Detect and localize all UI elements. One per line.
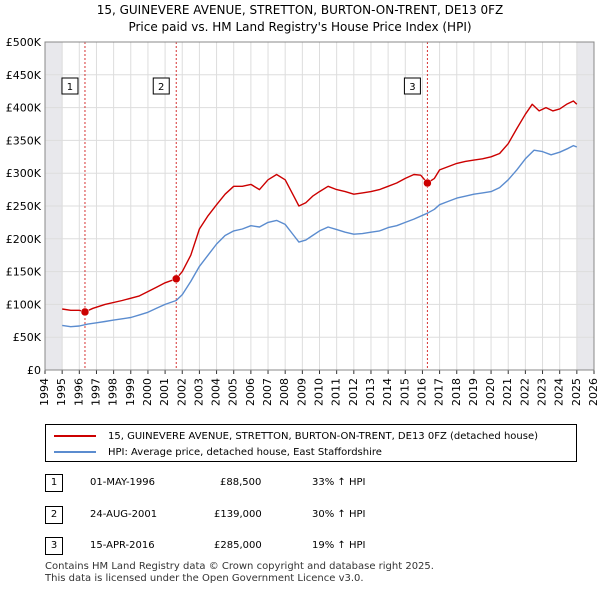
x-tick-label: 1997 [89,378,102,406]
legend-item-property: 15, GUINEVERE AVENUE, STRETTON, BURTON-O… [54,429,538,443]
y-tick-label: £100K [6,298,42,311]
y-tick-label: £50K [13,331,42,344]
x-tick-label: 2006 [244,378,257,406]
x-tick-label: 2001 [158,378,171,406]
x-tick-label: 2019 [467,378,480,406]
x-tick-label: 2010 [313,378,326,406]
x-tick-label: 1994 [38,378,51,406]
x-tick-label: 1998 [107,378,120,406]
x-tick-label: 2014 [381,378,394,406]
x-tick-label: 2024 [553,378,566,406]
y-tick-label: £250K [6,200,42,213]
sale-hpi-diff: 33% ↑ HPI [312,477,366,488]
sale-date: 01-MAY-1996 [90,477,156,488]
x-tick-label: 2002 [175,378,188,406]
sale-hpi-diff: 30% ↑ HPI [312,509,366,520]
x-tick-label: 2022 [518,378,531,406]
y-tick-label: £150K [6,266,42,279]
sale-price: £285,000 [214,540,262,551]
sale-label-box [152,77,170,95]
sale-number-badge: 3 [45,537,63,555]
x-tick-label: 2004 [210,378,223,406]
x-tick-label: 2007 [261,378,274,406]
plot-frame [44,41,595,371]
chart-title: 15, GUINEVERE AVENUE, STRETTON, BURTON-O… [96,3,504,17]
x-tick-label: 2012 [347,378,360,406]
price-chart: 1994 1995 1996 1997 1998 1999 2000 2001 2002 2003… [6,36,600,406]
x-tick-label: 2009 [295,378,308,406]
sale-number-badge: 2 [45,506,63,524]
x-tick-label: 2023 [536,378,549,406]
sale-label-box [61,77,79,95]
sale-marker [80,307,90,317]
legend-swatch-property [54,435,96,437]
sale-price: £139,000 [214,509,262,520]
legend-label-hpi: HPI: Average price, detached house, East… [108,446,382,458]
sale-label-text: 1 [67,82,73,93]
hpi-line [62,144,578,328]
sale-number-badge: 1 [45,474,63,492]
sale-price: £88,500 [220,477,262,488]
chart-subtitle: Price paid vs. HM Land Registry's House … [128,20,472,34]
sale-hpi-diff: 19% ↑ HPI [312,540,366,551]
x-tick-label: 2000 [141,378,154,406]
y-tick-label: £300K [6,167,42,180]
sale-marker [423,178,432,188]
sale-date: 15-APR-2016 [90,540,155,551]
legend-label-property: 15, GUINEVERE AVENUE, STRETTON, BURTON-O… [108,430,539,442]
legend-swatch-hpi [54,451,96,453]
y-tick-label: £350K [6,134,42,147]
y-tick-label: £0 [27,364,41,377]
x-tick-label: 2005 [227,378,240,406]
legend: 15, GUINEVERE AVENUE, STRETTON, BURTON-O… [45,424,577,462]
y-tick-label: £500K [6,36,42,49]
x-tick-label: 2016 [415,378,428,406]
x-tick-label: 2011 [330,378,343,406]
x-tick-label: 1995 [55,378,68,406]
sale-marker [171,274,181,284]
y-tick-label: £450K [6,69,42,82]
x-tick-label: 2013 [364,378,377,406]
x-tick-label: 2015 [398,378,411,406]
x-tick-label: 2003 [192,378,205,406]
sale-date: 24-AUG-2001 [90,509,158,520]
x-tick-label: 2008 [278,378,291,406]
legend-item-hpi: HPI: Average price, detached house, East… [54,445,382,459]
sale-label-text: 2 [158,82,164,93]
x-tick-label: 1996 [72,378,85,406]
x-tick-label: 2017 [433,378,446,406]
x-tick-label: 2018 [450,378,463,406]
y-tick-label: £400K [6,102,42,115]
y-tick-label: £200K [6,233,42,246]
sale-label-text: 3 [409,82,415,93]
x-tick-label: 2026 [587,378,600,406]
x-tick-label: 2021 [501,378,514,406]
x-tick-label: 1999 [124,378,137,406]
footer-copyright: Contains HM Land Registry data © Crown c… [45,561,434,572]
sale-label-box [403,77,421,95]
x-tick-label: 2020 [484,378,497,406]
footer-license: This data is licensed under the Open Gov… [45,573,364,584]
x-tick-label: 2025 [570,378,583,406]
